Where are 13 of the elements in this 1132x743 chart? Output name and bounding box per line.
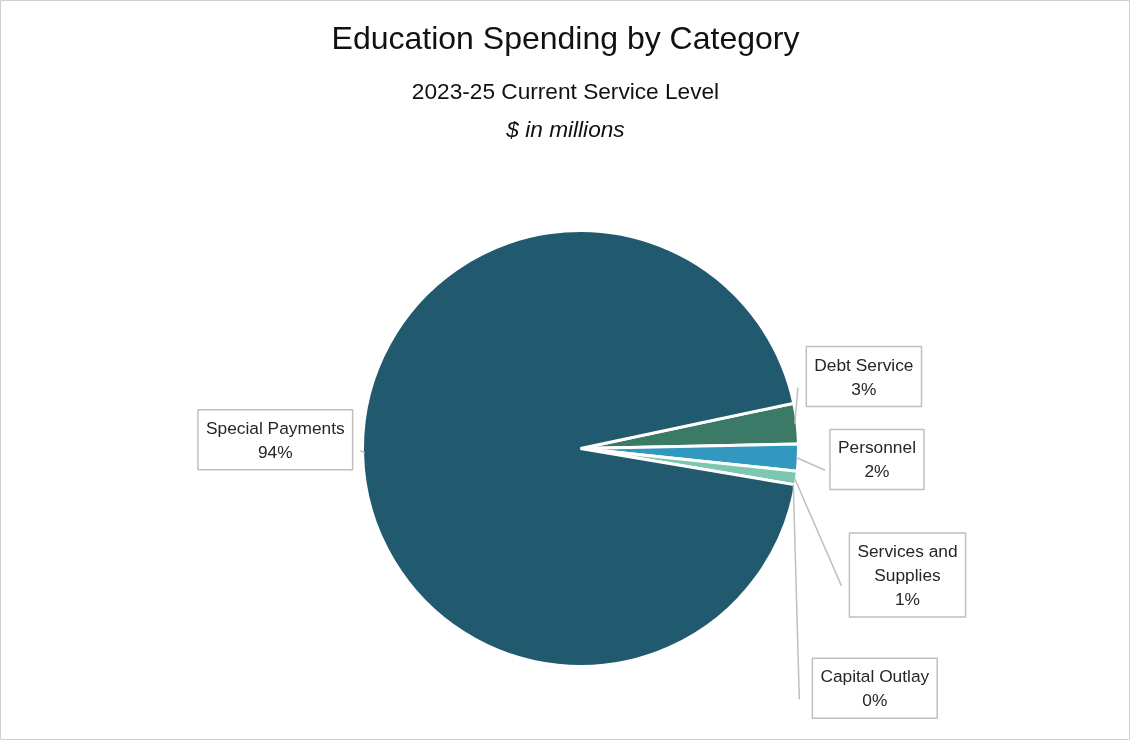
category-label: Capital Outlay (820, 666, 930, 687)
data-label: 94% (257, 441, 293, 462)
slice-label: Debt Service (814, 354, 914, 375)
chart-subtitle: 2023-25 Current Service Level (411, 77, 720, 104)
slice-label: Special Payments (205, 417, 345, 438)
chart-title: Education Spending by Category (331, 19, 800, 56)
text: $ in millions (505, 115, 625, 142)
data-label: 1% (894, 588, 921, 609)
slice-label: Personnel (837, 437, 916, 458)
data-label: 2% (864, 461, 890, 482)
slice-label: Services and Supplies (857, 540, 958, 585)
data-label: 3% (851, 378, 877, 399)
text: 0% (862, 690, 888, 711)
